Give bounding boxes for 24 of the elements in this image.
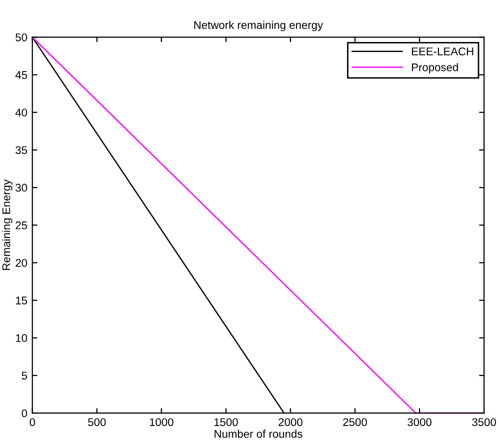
y-tick-label: 35 xyxy=(16,146,28,154)
x-tick-label: 1500 xyxy=(214,418,238,426)
chart-title: Network remaining energy xyxy=(194,20,324,32)
x-tick-label: 2500 xyxy=(343,418,367,426)
x-tick-label: 3500 xyxy=(472,418,496,426)
x-tick-label: 2000 xyxy=(278,418,302,426)
legend-label: Proposed xyxy=(412,63,458,74)
y-tick-label: 30 xyxy=(16,184,28,192)
legend-label: EEE-LEACH xyxy=(412,47,474,56)
x-tick-label: 1000 xyxy=(150,418,174,426)
y-tick-label: 50 xyxy=(16,33,28,42)
y-axis-title: Remaining Energy xyxy=(2,179,12,270)
x-tick-label: 500 xyxy=(88,418,106,426)
y-tick-label: 40 xyxy=(15,108,28,116)
y-tick-label: 0 xyxy=(22,409,28,418)
y-tick-label: 25 xyxy=(16,221,28,230)
y-tick-label: 20 xyxy=(16,258,28,267)
y-tick-label: 5 xyxy=(22,372,28,380)
x-axis-title: Number of rounds xyxy=(214,430,302,438)
y-tick-label: 10 xyxy=(16,334,28,342)
x-tick-label: 3000 xyxy=(408,418,432,426)
y-tick-label: 45 xyxy=(15,71,28,79)
y-tick-label: 15 xyxy=(16,296,28,304)
x-tick-label: 0 xyxy=(30,418,36,426)
